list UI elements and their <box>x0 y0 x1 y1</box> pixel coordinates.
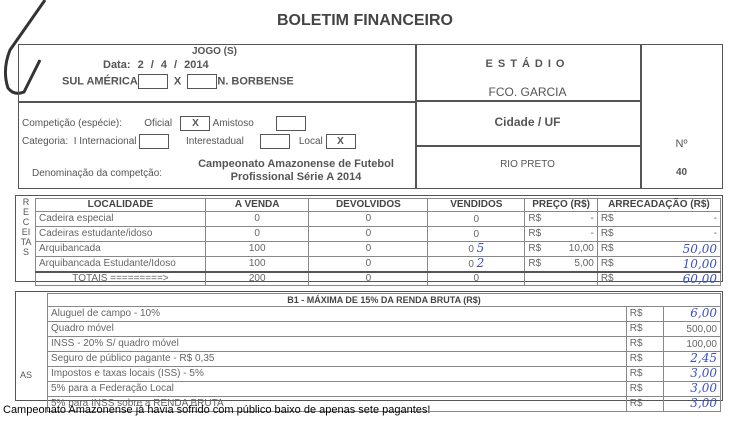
estadio-value: FCO. GARCIA <box>488 85 567 99</box>
match-teams: SUL AMÉRICA X N. BORBENSE <box>62 74 294 89</box>
handwritten-value: 2 <box>476 256 485 270</box>
table-row: 5% para a Federação Local R$ 3,00 <box>47 381 722 397</box>
interestadual-checkbox[interactable] <box>260 134 291 149</box>
handwritten-value: 2,45 <box>690 351 717 365</box>
document-title: BOLETIM FINANCEIRO <box>277 12 453 29</box>
table-row: Impostos e taxas locais (ISS) - 5% R$ 3,00 <box>47 366 722 382</box>
handwritten-value: 60,00 <box>682 272 717 286</box>
estadio-label: ESTÁDIO <box>485 58 570 70</box>
header-box <box>18 44 723 189</box>
paperclip-image <box>3 0 47 95</box>
cidade-label: Cidade / UF <box>494 115 561 129</box>
despesas-side-label: AS <box>20 370 33 380</box>
despesas-header: B1 - MÁXIMA DE 15% DA RENDA BRUTA (R$) <box>47 293 721 307</box>
handwritten-value: 3,00 <box>690 381 717 395</box>
despesas-table: B1 - MÁXIMA DE 15% DA RENDA BRUTA (R$) Al… <box>47 293 722 412</box>
table-row: Seguro de público pagante - R$ 0,35 R$ 2,4… <box>47 351 722 367</box>
competition-name: Campeonato Amazonense de Futebol Profissi… <box>198 158 394 183</box>
jogo-label: JOGO (S) <box>192 46 238 57</box>
column-header: DEVOLVIDOS <box>308 198 429 212</box>
local-checkbox[interactable]: X <box>325 134 356 149</box>
internacional-checkbox[interactable] <box>139 134 170 149</box>
table-row: 5% para INSS sobre a RENDA BRUTA R$ 3,00 <box>47 396 722 412</box>
column-header: ARRECADAÇÃO (R$) <box>596 198 722 212</box>
handwritten-value: 3,00 <box>690 366 717 380</box>
numero-value: 40 <box>675 167 688 178</box>
handwritten-value: 5 <box>476 241 485 255</box>
column-header: LOCALIDADE <box>35 198 206 212</box>
column-header: VENDIDOS <box>427 198 526 212</box>
oficial-checkbox[interactable]: X <box>180 116 211 131</box>
handwritten-value: 50,00 <box>682 242 717 256</box>
table-row: Arquibancada Estudante/Idoso 100 0 0 2 R$ 5,0… <box>35 256 722 273</box>
column-header: PREÇO (R$) <box>524 198 598 212</box>
table-row: Aluguel de campo - 10% R$ 6,00 <box>47 306 722 322</box>
receitas-table: LOCALIDADE A VENDA DEVOLVIDOS VENDIDOS PREÇO… <box>35 198 722 286</box>
table-row: Arquibancada 100 0 0 5 R$ 10,00 R$ 50,00 <box>35 241 722 257</box>
denominacao-label: Denominação da competção: <box>32 168 163 179</box>
column-header: A VENDA <box>204 198 310 212</box>
handwritten-value: 6,00 <box>690 306 717 320</box>
cidade-value: RIO PRETO <box>500 159 555 170</box>
table-row: Cadeira especial 0 0 0 R$ - R$ - <box>35 211 722 227</box>
table-row: Cadeiras estudante/idoso 0 0 0 R$ - R$ - <box>35 226 722 242</box>
table-row: Quadro móvel R$ 500,00 <box>47 321 722 337</box>
receitas-header: LOCALIDADE A VENDA DEVOLVIDOS VENDIDOS PREÇO… <box>35 198 722 212</box>
away-team: N. BORBENSE <box>217 75 294 88</box>
totals-row: TOTAIS =========> 200 0 0 R$ 60,00 <box>35 271 722 286</box>
table-row: INSS - 20% S/ quadro móvel R$ 100,00 <box>47 336 722 352</box>
caption: Campeonato Amazonense já havia sofrido c… <box>3 404 431 416</box>
match-date: Data: 2 / 4 / 2014 <box>103 59 209 71</box>
receitas-side-label: RECEITAS <box>20 197 32 257</box>
numero-label: Nº <box>675 138 688 150</box>
amistoso-checkbox[interactable] <box>276 116 307 131</box>
handwritten-value: 10,00 <box>682 257 717 271</box>
handwritten-value: 3,00 <box>690 396 717 410</box>
home-team: SUL AMÉRICA <box>62 75 138 88</box>
